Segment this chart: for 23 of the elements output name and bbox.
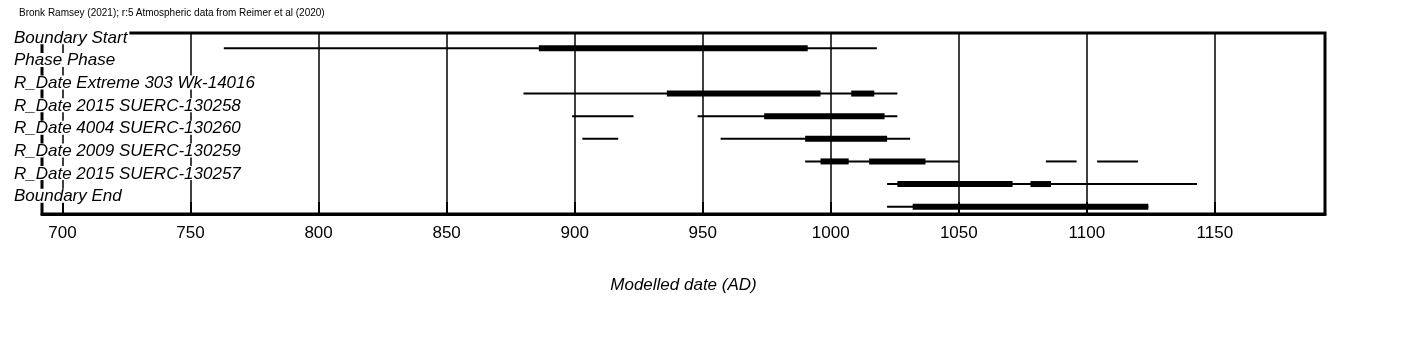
- x-tick-label: 1050: [939, 223, 978, 242]
- y-tick-label: R_Date 2015 SUERC-130257: [14, 163, 242, 183]
- x-tick-label: 900: [560, 223, 589, 242]
- y-tick-label: R_Date 4004 SUERC-130260: [14, 118, 242, 138]
- bar: [582, 137, 619, 140]
- x-tick-label: 1000: [811, 223, 850, 242]
- y-tick-label: R_Date 2015 SUERC-130258: [14, 95, 242, 115]
- x-tick-label: 950: [688, 223, 717, 242]
- x-tick-label: 750: [176, 223, 205, 242]
- bar: [1097, 160, 1139, 163]
- x-tick-label: 1150: [1196, 223, 1234, 242]
- y-tick-label: Boundary Start: [14, 27, 129, 47]
- y-tick-label: Phase Phase: [14, 50, 116, 70]
- bar: [1045, 160, 1077, 163]
- x-tick-label: 800: [304, 223, 333, 242]
- x-tick-label: 850: [432, 223, 461, 242]
- y-tick-label: R_Date 2009 SUERC-130259: [14, 140, 242, 160]
- y-tick-label: Boundary End: [14, 186, 123, 206]
- x-axis-title: Modelled date (AD): [610, 275, 757, 294]
- x-tick-label: 700: [48, 223, 77, 242]
- x-tick-label: 1100: [1068, 223, 1106, 242]
- chart-title: Bronk Ramsey (2021); r:5 Atmospheric data from Reimer et al (2020): [19, 6, 325, 18]
- y-tick-label: R_Date Extreme 303 Wk-14016: [14, 73, 256, 93]
